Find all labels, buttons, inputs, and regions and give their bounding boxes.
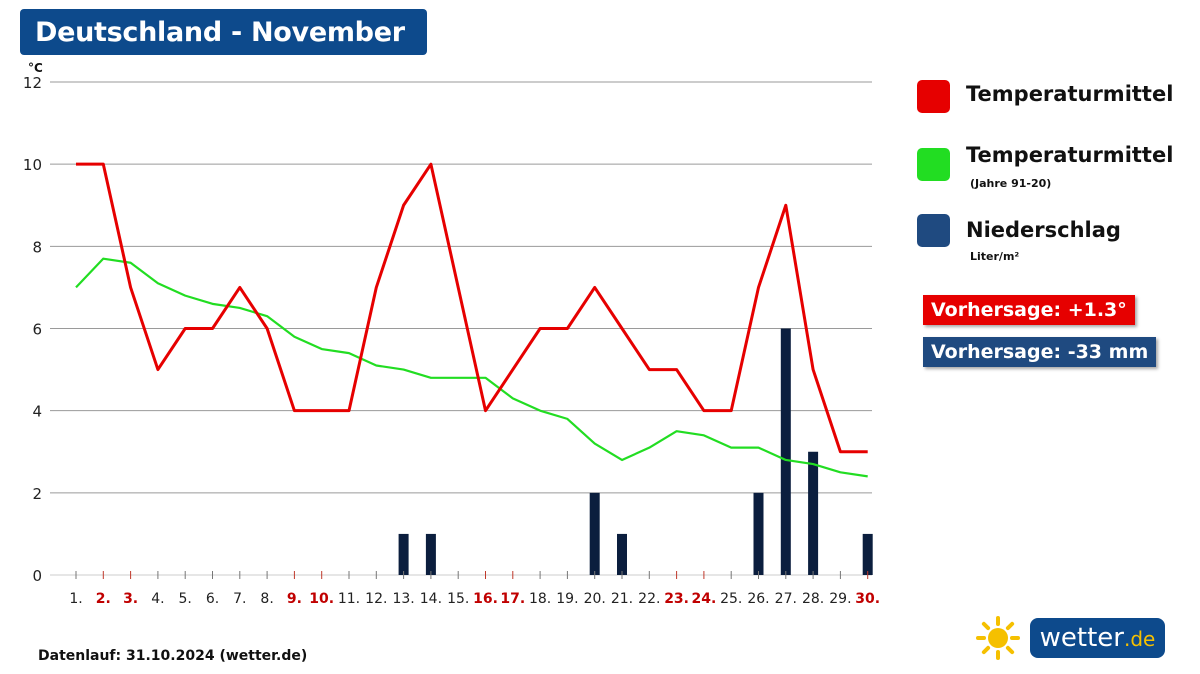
chart-title-box: Deutschland - November [20,9,427,55]
x-tick-label: 1. [69,591,82,607]
x-tick-label: 19. [556,591,578,607]
x-tick-label: 18. [529,591,551,607]
x-tick-label: 21. [611,591,633,607]
y-tick-label: 10 [23,156,42,174]
logo-text: wetter.de [1040,623,1156,653]
x-tick-label: 20. [584,591,606,607]
legend-swatch-temp [917,80,950,113]
logo-tld: .de [1123,627,1156,651]
y-axis-unit: °C [28,61,43,75]
x-tick-label: 15. [447,591,469,607]
y-tick-label: 0 [32,567,42,585]
precip-bar [808,451,819,575]
precip-bar [425,533,436,575]
x-tick-label: 4. [151,591,164,607]
precip-bar [780,328,791,575]
x-tick-label: 10. [309,591,334,607]
x-tick-label: 7. [233,591,246,607]
legend-sub-normal: (Jahre 91-20) [970,177,1052,190]
normal-series-line [75,257,868,478]
precip-bar [617,533,627,575]
precip-bar [398,533,409,575]
legend-label-temp: Temperaturmittel [966,82,1174,106]
temp-series-line [76,162,868,454]
y-tick-label: 8 [32,238,42,256]
x-tick-label: 24. [691,591,716,607]
x-tick-label: 28. [802,591,824,607]
precip-bar [589,492,600,575]
x-tick-label: 16. [473,591,498,607]
x-tick-label: 3. [123,591,138,607]
y-tick-label: 12 [23,74,42,92]
legend-sub-precip: Liter/m² [970,250,1020,263]
x-tick-label: 12. [365,591,387,607]
precip-bar [753,492,764,575]
logo-name: wetter [1039,623,1124,653]
forecast-precip-badge: Vorhersage: -33 mm [923,337,1157,367]
forecast-temp-badge: Vorhersage: +1.3° [923,295,1135,325]
x-tick-label: 9. [287,591,302,607]
x-tick-label: 8. [260,591,273,607]
x-tick-label: 17. [500,591,525,607]
legend-label-precip: Niederschlag [966,218,1121,242]
x-tick-label: 5. [179,591,192,607]
x-tick-label: 6. [206,591,219,607]
chart-area: 0 2 4 6 8 10 12°C 1. 2. 3. 4. 5. 6. 7. 8. 9. 10. 11. 12. 13… [23,61,880,607]
chart-title: Deutschland - November [35,16,405,48]
wetter-logo[interactable]: wetter.de [976,614,1166,660]
footer-datenlauf: Datenlauf: 31.10.2024 (wetter.de) [38,648,308,664]
x-tick-label: 14. [420,591,442,607]
x-tick-label: 22. [638,591,660,607]
x-tick-label: 29. [829,591,851,607]
legend-swatch-normal [917,148,950,181]
y-tick-label: 6 [32,321,42,339]
y-tick-label: 2 [32,485,42,503]
x-tick-label: 30. [855,591,880,607]
x-tick-label: 27. [775,591,797,607]
x-tick-label: 26. [747,591,769,607]
y-tick-label: 4 [32,403,42,421]
precip-bar [862,533,873,575]
legend-label-normal: Temperaturmittel [966,143,1174,167]
legend-swatch-precip [917,214,950,247]
x-tick-label: 2. [96,591,111,607]
x-tick-label: 25. [720,591,742,607]
x-tick-label: 23. [664,591,689,607]
sun-icon [976,616,1020,660]
x-tick-label: 11. [338,591,360,607]
logo-box: wetter.de [1030,618,1165,658]
x-tick-label: 13. [392,591,414,607]
